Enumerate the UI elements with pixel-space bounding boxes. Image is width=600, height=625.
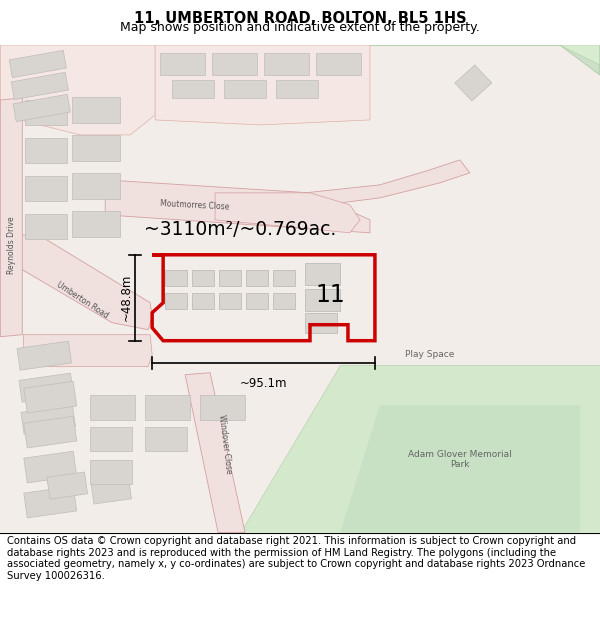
Polygon shape <box>47 472 88 499</box>
Polygon shape <box>91 477 131 504</box>
Polygon shape <box>1 232 152 330</box>
Text: ~95.1m: ~95.1m <box>240 377 287 389</box>
Polygon shape <box>13 94 70 121</box>
Polygon shape <box>1 45 599 532</box>
Polygon shape <box>305 160 470 207</box>
Polygon shape <box>24 416 77 448</box>
Polygon shape <box>24 451 77 483</box>
Polygon shape <box>246 292 268 309</box>
Polygon shape <box>25 100 67 125</box>
Polygon shape <box>72 135 120 161</box>
Polygon shape <box>172 80 214 98</box>
Polygon shape <box>72 173 120 199</box>
Text: Windover Close: Windover Close <box>217 414 233 474</box>
Polygon shape <box>219 270 241 286</box>
Polygon shape <box>165 292 187 309</box>
Polygon shape <box>305 289 340 311</box>
Polygon shape <box>455 65 492 101</box>
Polygon shape <box>24 486 77 518</box>
Polygon shape <box>24 381 77 413</box>
Polygon shape <box>316 53 361 75</box>
Polygon shape <box>370 45 599 65</box>
Polygon shape <box>90 394 135 419</box>
Polygon shape <box>215 193 360 232</box>
Polygon shape <box>185 372 245 532</box>
Polygon shape <box>9 51 67 78</box>
Polygon shape <box>305 262 340 285</box>
Polygon shape <box>264 53 309 75</box>
Text: Map shows position and indicative extent of the property.: Map shows position and indicative extent… <box>120 21 480 34</box>
Polygon shape <box>160 53 205 75</box>
Text: Reynolds Drive: Reynolds Drive <box>7 216 16 274</box>
Text: 11: 11 <box>315 282 345 307</box>
Polygon shape <box>11 72 68 99</box>
Polygon shape <box>155 45 370 125</box>
Polygon shape <box>25 138 67 163</box>
Polygon shape <box>192 270 214 286</box>
Polygon shape <box>1 98 22 337</box>
Polygon shape <box>165 270 187 286</box>
Polygon shape <box>305 312 337 332</box>
Polygon shape <box>21 405 76 434</box>
Polygon shape <box>90 459 132 484</box>
Polygon shape <box>273 292 295 309</box>
Polygon shape <box>219 292 241 309</box>
Text: ~3110m²/~0.769ac.: ~3110m²/~0.769ac. <box>144 220 336 239</box>
Text: Contains OS data © Crown copyright and database right 2021. This information is : Contains OS data © Crown copyright and d… <box>7 536 586 581</box>
Polygon shape <box>200 394 245 419</box>
Polygon shape <box>17 341 71 370</box>
Polygon shape <box>90 427 132 451</box>
Text: ~48.8m: ~48.8m <box>119 274 133 321</box>
Text: Umberton Road: Umberton Road <box>55 279 110 320</box>
Polygon shape <box>72 211 120 237</box>
Polygon shape <box>1 45 155 135</box>
Polygon shape <box>246 270 268 286</box>
Polygon shape <box>310 45 599 75</box>
Polygon shape <box>145 427 187 451</box>
Text: 11, UMBERTON ROAD, BOLTON, BL5 1HS: 11, UMBERTON ROAD, BOLTON, BL5 1HS <box>134 11 466 26</box>
Polygon shape <box>340 404 580 532</box>
Polygon shape <box>273 270 295 286</box>
Polygon shape <box>19 373 74 402</box>
Text: Moutmorres Close: Moutmorres Close <box>160 199 230 211</box>
Polygon shape <box>240 364 599 532</box>
Text: Adam Glover Memorial
Park: Adam Glover Memorial Park <box>408 450 512 469</box>
Polygon shape <box>212 53 257 75</box>
Text: Play Space: Play Space <box>405 350 455 359</box>
Polygon shape <box>192 292 214 309</box>
Polygon shape <box>276 80 318 98</box>
Polygon shape <box>72 97 120 123</box>
Polygon shape <box>23 335 152 367</box>
Polygon shape <box>145 394 190 419</box>
Polygon shape <box>105 180 370 232</box>
Polygon shape <box>25 176 67 201</box>
Polygon shape <box>224 80 266 98</box>
Polygon shape <box>25 214 67 239</box>
